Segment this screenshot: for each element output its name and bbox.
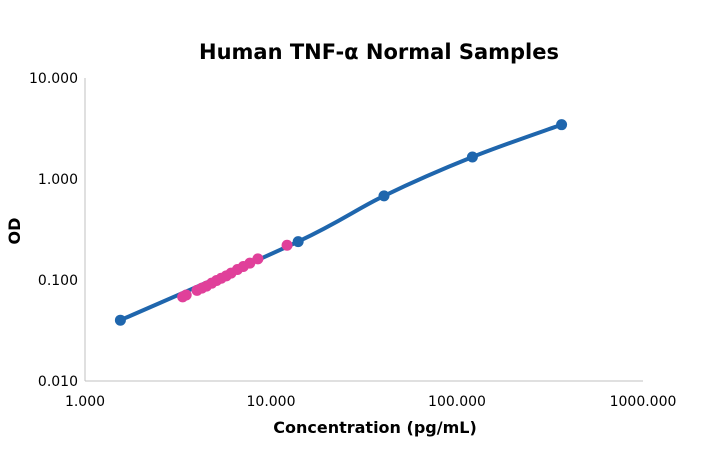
x-axis-label: Concentration (pg/mL) (273, 418, 477, 437)
axes (84, 78, 643, 382)
standard-points (114, 119, 568, 326)
sample-point (180, 289, 192, 301)
y-tick-label: 0.100 (38, 273, 78, 289)
sample-point (252, 253, 264, 265)
standard-point (556, 119, 568, 131)
x-tick-label: 1000.000 (610, 394, 677, 410)
sample-points (177, 239, 293, 303)
chart-title: Human TNF-α Normal Samples (199, 40, 559, 64)
x-tick-label: 10.000 (247, 394, 296, 410)
y-tick-label: 10.000 (29, 71, 78, 87)
standard-point (466, 151, 478, 163)
standard-point (378, 190, 390, 202)
standard-point (292, 236, 304, 248)
standard-point (114, 314, 126, 326)
tick-labels: 0.010 0.100 1.000 10.000 1.000 10.000 100.000 1… (29, 71, 676, 410)
y-tick-label: 0.010 (38, 374, 78, 390)
sample-point (281, 239, 293, 251)
y-tick-label: 1.000 (38, 172, 78, 188)
x-tick-label: 100.000 (428, 394, 486, 410)
x-tick-label: 1.000 (65, 394, 105, 410)
y-axis-label: OD (5, 218, 24, 245)
